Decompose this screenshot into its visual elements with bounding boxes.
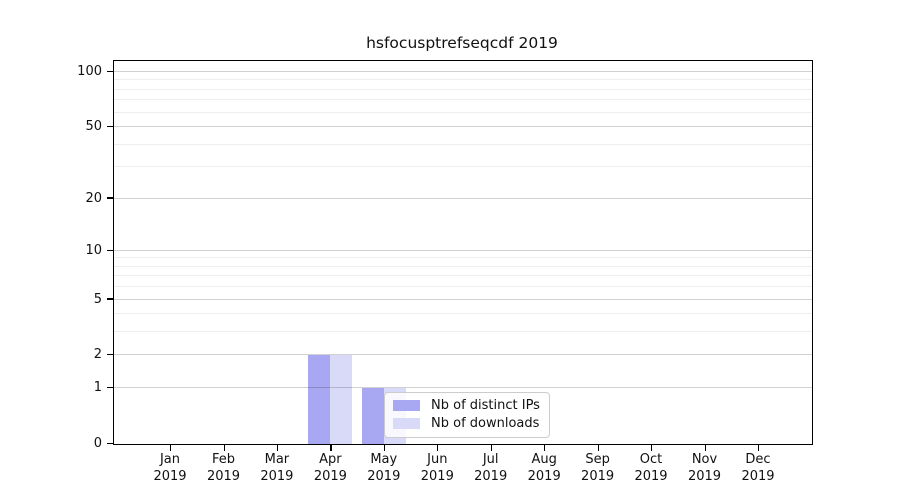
x-tick-month: Sep	[585, 452, 610, 467]
chart-title: hsfocusptrefseqcdf 2019	[366, 34, 558, 52]
gridline-minor	[114, 265, 812, 267]
legend-label-distinct-ips: Nb of distinct IPs	[431, 398, 540, 413]
gridline-major	[114, 197, 812, 199]
gridline-minor	[114, 88, 812, 90]
x-tick	[544, 445, 546, 451]
legend-entry-distinct-ips: Nb of distinct IPs	[393, 398, 540, 413]
y-tick-label: 0	[93, 436, 102, 451]
x-tick-year: 2019	[313, 468, 347, 484]
x-tick	[704, 445, 706, 451]
y-tick-label: 100	[77, 64, 102, 79]
x-tick	[276, 445, 279, 451]
legend: Nb of distinct IPs Nb of downloads	[384, 392, 550, 438]
x-tick-label: Dec 2019	[726, 452, 790, 485]
x-tick-label: Nov 2019	[673, 452, 737, 485]
x-tick	[597, 445, 599, 451]
y-tick	[107, 298, 113, 300]
gridline-major	[114, 387, 812, 389]
x-tick-month: Mar	[264, 452, 290, 467]
x-tick	[651, 445, 653, 451]
x-tick	[758, 445, 760, 451]
x-tick-label: Jul 2019	[459, 452, 523, 485]
plot-area: Nb of distinct IPs Nb of downloads 0 1 2 5 1…	[77, 60, 813, 484]
x-tick-label: May 2019	[352, 452, 416, 485]
x-tick-label: Sep 2019	[566, 452, 630, 485]
y-tick	[107, 386, 113, 389]
x-tick-month: Jan	[159, 452, 181, 467]
bar-nb-of-distinct-ips-apr	[308, 355, 331, 444]
x-tick-label: Jan 2019	[138, 452, 202, 485]
bar-nb-of-distinct-ips-may	[361, 388, 384, 444]
x-tick-year: 2019	[260, 468, 294, 484]
x-tick-month: Feb	[211, 452, 236, 467]
x-tick-month: Apr	[319, 452, 342, 467]
y-tick	[107, 249, 113, 251]
x-tick-month: Oct	[639, 452, 663, 467]
gridline-minor	[114, 286, 812, 288]
gridline-major	[114, 354, 812, 356]
gridline-minor	[114, 99, 812, 101]
x-tick-month: Dec	[745, 452, 771, 467]
gridline-minor	[114, 257, 812, 259]
y-tick	[107, 197, 113, 199]
x-tick	[170, 445, 172, 451]
gridline-major	[114, 71, 812, 72]
gridline-minor	[114, 79, 812, 81]
y-tick	[107, 125, 113, 128]
gridline-minor	[114, 313, 812, 315]
legend-entry-downloads: Nb of downloads	[393, 416, 540, 431]
x-tick-label: Feb 2019	[192, 452, 256, 485]
x-tick-year: 2019	[581, 468, 615, 484]
x-tick-year: 2019	[206, 468, 241, 484]
x-tick-label: Oct 2019	[619, 452, 683, 485]
x-tick-month: Nov	[691, 452, 718, 467]
y-tick	[107, 442, 113, 444]
x-tick-year: 2019	[367, 468, 401, 484]
x-tick-label: Jun 2019	[405, 452, 469, 485]
x-tick-label: Mar 2019	[245, 452, 309, 485]
x-tick-year: 2019	[153, 468, 187, 484]
gridline-minor	[114, 331, 812, 333]
gridline-major	[114, 249, 812, 251]
x-tick-label: Apr 2019	[298, 452, 362, 485]
y-tick-label: 5	[93, 291, 102, 307]
y-tick-label: 50	[85, 119, 102, 135]
x-tick	[437, 445, 439, 451]
gridline-minor	[114, 275, 812, 277]
gridline-major	[114, 126, 812, 128]
y-tick-label: 10	[85, 242, 102, 258]
y-tick-label: 20	[85, 190, 102, 206]
x-tick-year: 2019	[474, 468, 508, 484]
legend-swatch-distinct-ips-icon	[393, 400, 420, 411]
x-tick-year: 2019	[687, 468, 722, 484]
x-tick-month: Jun	[427, 452, 448, 467]
x-tick-label: Aug 2019	[512, 452, 576, 485]
bar-nb-of-downloads-apr	[330, 355, 353, 444]
gridline-minor	[114, 166, 812, 168]
y-tick	[107, 70, 113, 72]
x-tick-year: 2019	[634, 468, 668, 484]
gridline-minor	[114, 111, 812, 113]
legend-label-downloads: Nb of downloads	[431, 416, 540, 431]
x-tick-year: 2019	[741, 468, 775, 484]
x-tick-month: Jul	[482, 452, 499, 467]
x-tick-year: 2019	[420, 468, 454, 484]
x-tick-month: May	[370, 452, 398, 467]
gridline-minor	[114, 143, 812, 145]
x-tick-month: Aug	[531, 452, 557, 467]
y-tick-label: 2	[93, 347, 102, 363]
x-tick-year: 2019	[527, 468, 561, 484]
legend-swatch-downloads-icon	[393, 418, 420, 429]
x-tick	[383, 445, 385, 451]
y-tick	[107, 354, 113, 356]
x-tick	[223, 445, 225, 451]
gridline-major	[114, 298, 812, 300]
x-tick	[490, 445, 492, 451]
y-tick-label: 1	[93, 380, 102, 396]
x-tick	[330, 445, 332, 451]
